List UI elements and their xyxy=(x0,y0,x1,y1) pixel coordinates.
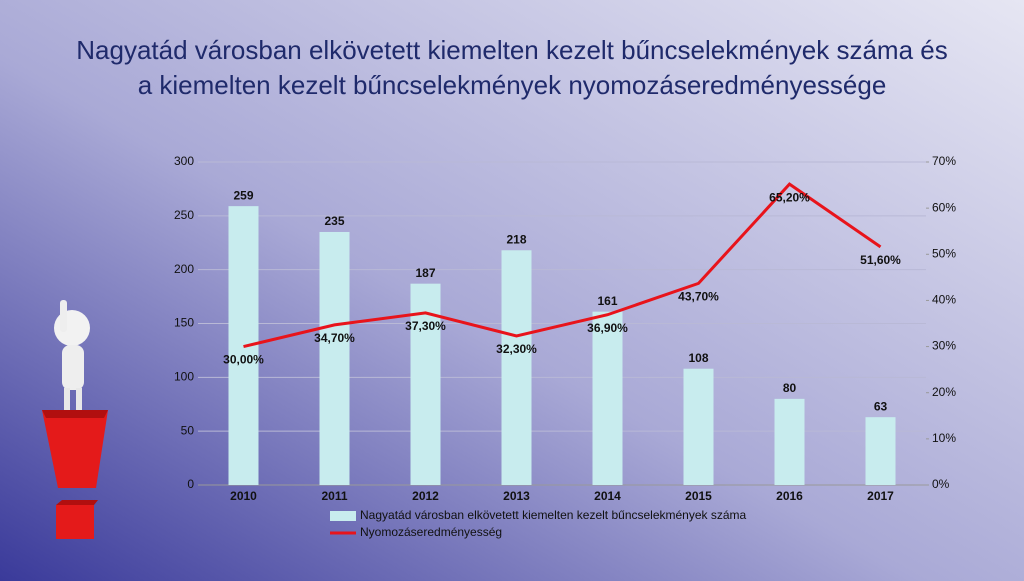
bar xyxy=(501,250,532,485)
line-value-label: 51,60% xyxy=(860,253,901,267)
line-value-label: 43,70% xyxy=(678,290,719,304)
y2-tick-label: 20% xyxy=(932,385,956,399)
x-tick-label: 2012 xyxy=(412,489,439,503)
bar xyxy=(774,398,805,485)
line-value-label: 36,90% xyxy=(587,321,628,335)
y-tick-label: 100 xyxy=(174,370,194,384)
line xyxy=(243,182,882,349)
bar-value-label: 218 xyxy=(506,232,526,246)
legend-swatch xyxy=(330,511,356,521)
y2-tick-label: 0% xyxy=(932,477,950,491)
y-tick-label: 50 xyxy=(181,423,195,437)
legend-label: Nagyatád városban elkövetett kiemelten k… xyxy=(360,508,747,522)
x-tick-label: 2016 xyxy=(776,489,803,503)
chart-title: a kiemelten kezelt bűncselekmények nyomo… xyxy=(138,70,887,100)
bar-value-label: 235 xyxy=(324,214,344,228)
bar-value-label: 187 xyxy=(415,266,435,280)
bar xyxy=(865,417,896,485)
x-tick-label: 2015 xyxy=(685,489,712,503)
x-tick-label: 2013 xyxy=(503,489,530,503)
bar xyxy=(319,231,350,485)
y-tick-label: 200 xyxy=(174,262,194,276)
bar xyxy=(410,283,441,485)
y2-tick-label: 60% xyxy=(932,200,956,214)
bar-value-label: 259 xyxy=(233,188,253,202)
bar xyxy=(592,311,623,485)
chart-title: Nagyatád városban elkövetett kiemelten k… xyxy=(76,35,947,65)
y2-tick-label: 50% xyxy=(932,246,956,260)
y-tick-label: 250 xyxy=(174,208,194,222)
bar-value-label: 63 xyxy=(874,399,888,413)
bar-value-label: 161 xyxy=(597,294,617,308)
bar-value-label: 108 xyxy=(688,351,708,365)
x-tick-label: 2017 xyxy=(867,489,894,503)
y-tick-label: 0 xyxy=(187,477,194,491)
bar xyxy=(683,368,714,485)
line-value-label: 37,30% xyxy=(405,319,446,333)
line-value-label: 32,30% xyxy=(496,342,537,356)
bar-value-label: 80 xyxy=(783,381,797,395)
y2-tick-label: 10% xyxy=(932,431,956,445)
legend-label: Nyomozáseredményesség xyxy=(360,525,502,539)
figure-decoration xyxy=(42,300,108,539)
line-value-label: 30,00% xyxy=(223,353,264,367)
line-value-label: 65,20% xyxy=(769,190,810,204)
y-tick-label: 150 xyxy=(174,316,194,330)
line-value-label: 34,70% xyxy=(314,331,355,345)
y2-tick-label: 40% xyxy=(932,293,956,307)
x-tick-label: 2014 xyxy=(594,489,621,503)
y2-tick-label: 70% xyxy=(932,154,956,168)
x-tick-label: 2011 xyxy=(321,489,347,503)
x-tick-label: 2010 xyxy=(230,489,257,503)
y-tick-label: 300 xyxy=(174,154,194,168)
y2-tick-label: 30% xyxy=(932,339,956,353)
